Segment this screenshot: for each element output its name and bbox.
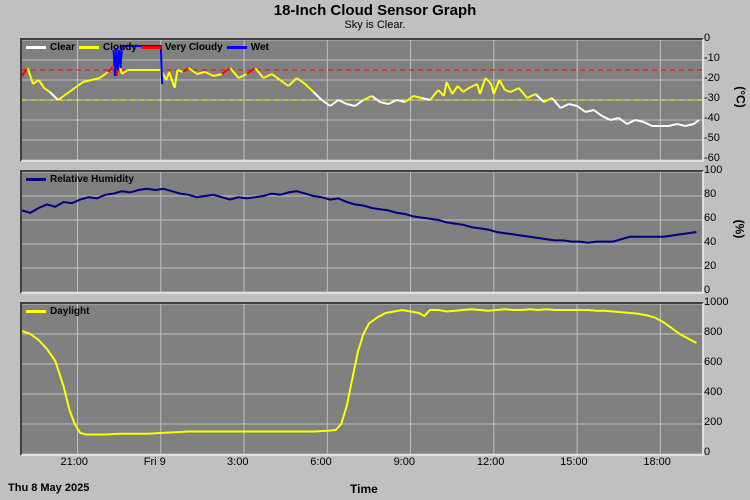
legend-swatch: [26, 46, 46, 49]
date-label: Thu 8 May 2025: [8, 482, 89, 494]
panel-legend: Clear Cloudy Very Cloudy Wet: [26, 42, 269, 53]
chart-title: 18-Inch Cloud Sensor Graph: [0, 0, 750, 19]
x-axis-title: Time: [350, 482, 378, 496]
chart-subtitle: Sky is Clear.: [0, 19, 750, 31]
y-tick-label: 0: [704, 446, 736, 458]
x-tick-label: 6:00: [310, 456, 331, 468]
panel-legend: Relative Humidity: [26, 174, 134, 185]
y-tick-label: 800: [704, 326, 736, 338]
panel-legend: Daylight: [26, 306, 89, 317]
legend-label: Wet: [251, 42, 269, 53]
legend-swatch: [227, 46, 247, 49]
y-tick-label: -40: [704, 112, 736, 124]
legend-swatch: [141, 46, 161, 49]
legend-label: Cloudy: [103, 42, 137, 53]
y-tick-label: -20: [704, 72, 736, 84]
y-tick-label: 400: [704, 386, 736, 398]
legend-label: Daylight: [50, 306, 89, 317]
legend-swatch: [26, 310, 46, 313]
x-tick-label: 21:00: [61, 456, 89, 468]
x-tick-label: 3:00: [227, 456, 248, 468]
sky-panel: Clear Cloudy Very Cloudy Wet: [20, 38, 704, 162]
y-tick-label: 60: [704, 212, 736, 224]
daylight-panel: Daylight: [20, 302, 704, 456]
y-tick-label: 1000: [704, 296, 736, 308]
y-axis-title: (°C): [734, 86, 748, 107]
legend-label: Very Cloudy: [165, 42, 223, 53]
legend-label: Relative Humidity: [50, 174, 134, 185]
legend-swatch: [26, 178, 46, 181]
legend-label: Clear: [50, 42, 75, 53]
y-tick-label: 600: [704, 356, 736, 368]
y-tick-label: 40: [704, 236, 736, 248]
y-axis-title: (%): [732, 220, 746, 239]
y-tick-label: 0: [704, 32, 736, 44]
x-tick-label: 15:00: [560, 456, 588, 468]
y-tick-label: -30: [704, 92, 736, 104]
x-tick-label: 18:00: [643, 456, 671, 468]
x-tick-label: 9:00: [394, 456, 415, 468]
chart-container: 18-Inch Cloud Sensor Graph Sky is Clear.…: [0, 0, 750, 500]
humidity-panel: Relative Humidity: [20, 170, 704, 294]
legend-swatch: [79, 46, 99, 49]
y-tick-label: -60: [704, 152, 736, 164]
y-tick-label: 100: [704, 164, 736, 176]
y-tick-label: 80: [704, 188, 736, 200]
x-tick-label: 12:00: [477, 456, 505, 468]
y-tick-label: -10: [704, 52, 736, 64]
y-tick-label: -50: [704, 132, 736, 144]
y-tick-label: 0: [704, 284, 736, 296]
y-tick-label: 200: [704, 416, 736, 428]
y-tick-label: 20: [704, 260, 736, 272]
x-tick-label: Fri 9: [144, 456, 166, 468]
